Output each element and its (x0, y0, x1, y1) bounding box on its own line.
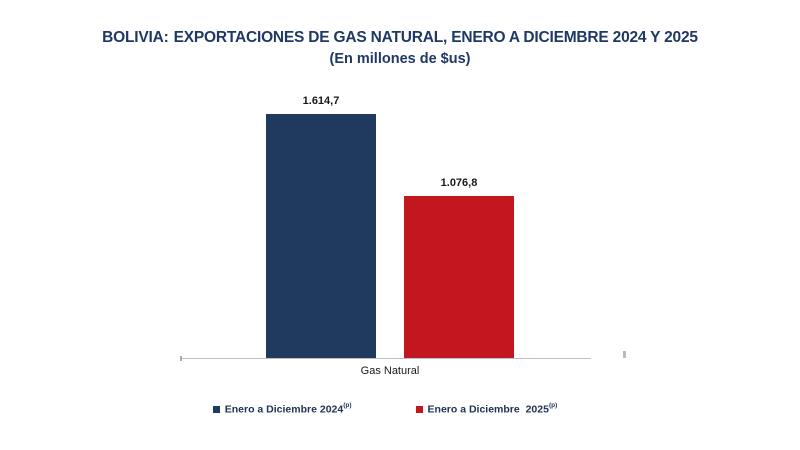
legend-label-2025-text: Enero a Diciembre 2025 (427, 403, 549, 416)
legend-label-2024-text: Enero a Diciembre 2024 (224, 403, 344, 416)
x-axis-category-label: Gas Natural (360, 365, 420, 377)
bar-2025 (404, 196, 514, 359)
bar-value-label-2024: 1.614,7 (302, 95, 340, 107)
bar-value-label-2025: 1.076,8 (440, 177, 478, 189)
x-axis-left-tick (180, 356, 182, 361)
legend-item-2024: Enero a Diciembre 2024(p) (212, 402, 352, 416)
legend-item-2025: Enero a Diciembre 2025(p) (415, 402, 558, 416)
chart-title-main: EXPORTACIONES DE GAS NATURAL, ENERO A DI… (173, 29, 698, 46)
plot-area: 1.614,7 1.076,8 (180, 95, 590, 359)
legend: Enero a Diciembre 2024(p) Enero a Diciem… (180, 402, 590, 416)
x-axis-line (180, 358, 591, 359)
legend-label-2024-superscript: (p) (343, 402, 352, 409)
chart-subtitle: (En millones de $us) (329, 51, 471, 67)
chart-header: BOLIVIA: EXPORTACIONES DE GAS NATURAL, EN… (0, 29, 800, 67)
legend-label-2025-superscript: (p) (548, 402, 558, 409)
legend-label-2025: Enero a Diciembre 2025(p) (427, 402, 558, 416)
axis-end-mark (623, 351, 626, 358)
chart-title: BOLIVIA: EXPORTACIONES DE GAS NATURAL, EN… (0, 29, 800, 47)
chart-title-prefix: BOLIVIA: (102, 29, 169, 46)
legend-label-2024: Enero a Diciembre 2024(p) (224, 402, 352, 416)
bar-2024 (266, 114, 376, 359)
legend-swatch-2025 (415, 405, 423, 413)
legend-swatch-2024 (212, 405, 220, 413)
